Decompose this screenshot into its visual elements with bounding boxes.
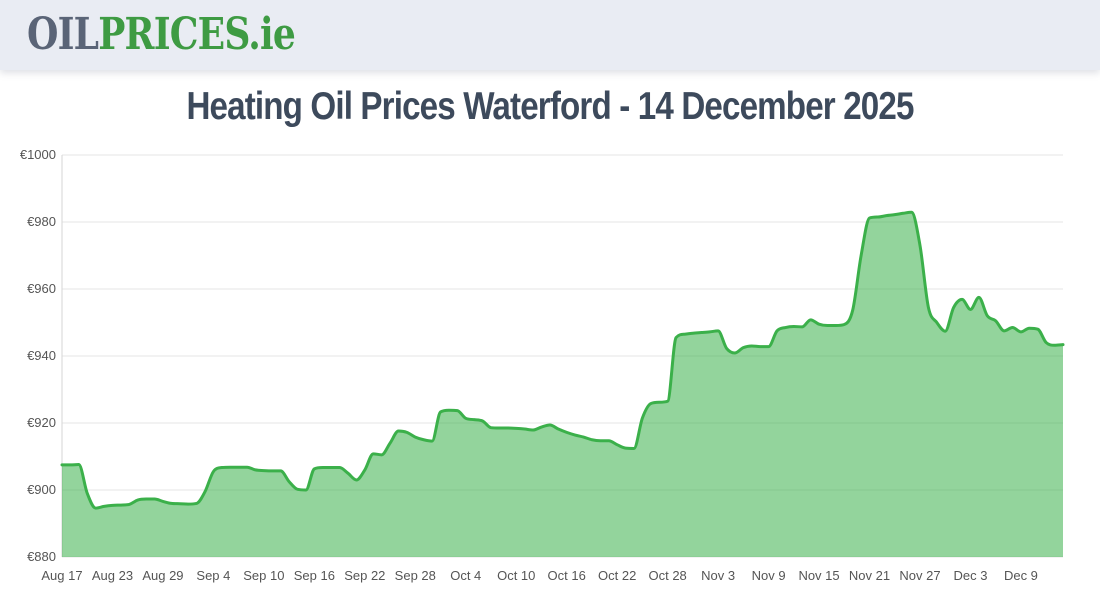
x-axis-label: Nov 3 bbox=[701, 568, 736, 583]
site-header: OILPRICES.ie bbox=[0, 0, 1100, 70]
x-axis-label: Aug 29 bbox=[142, 568, 184, 583]
x-axis-label: Aug 23 bbox=[91, 568, 134, 583]
x-axis-label: Oct 4 bbox=[450, 568, 482, 583]
y-axis-label: €880 bbox=[27, 549, 56, 564]
logo-prices: PRICES bbox=[98, 9, 249, 60]
x-axis-label: Nov 9 bbox=[751, 568, 786, 583]
y-axis-label: €920 bbox=[27, 415, 56, 430]
x-axis-label: Sep 4 bbox=[196, 568, 231, 583]
x-axis-label: Aug 17 bbox=[41, 568, 83, 583]
price-line bbox=[60, 210, 1065, 510]
x-axis-label: Oct 10 bbox=[497, 568, 536, 583]
y-axis-label: €940 bbox=[27, 348, 56, 363]
x-axis-label: Sep 16 bbox=[293, 568, 335, 583]
x-axis-label: Nov 15 bbox=[798, 568, 840, 583]
x-axis-label: Dec 3 bbox=[953, 568, 988, 583]
y-axis-label: €980 bbox=[27, 214, 56, 229]
logo-domain: .ie bbox=[248, 9, 296, 60]
x-axis-label: Sep 22 bbox=[344, 568, 386, 583]
y-axis-label: €960 bbox=[27, 281, 56, 296]
x-axis-label: Oct 28 bbox=[648, 568, 687, 583]
page-title: Heating Oil Prices Waterford - 14 Decemb… bbox=[186, 85, 914, 128]
chart-canvas bbox=[60, 154, 1065, 558]
logo-oil: OIL bbox=[27, 9, 99, 60]
area-fill bbox=[62, 212, 1063, 557]
x-axis-label: Nov 27 bbox=[899, 568, 941, 583]
x-axis-label: Oct 22 bbox=[598, 568, 637, 583]
x-axis-label: Dec 9 bbox=[1003, 568, 1038, 583]
site-logo[interactable]: OILPRICES.ie bbox=[27, 13, 296, 57]
y-axis-label: €1000 bbox=[19, 147, 56, 162]
x-axis-label: Nov 21 bbox=[848, 568, 891, 583]
x-axis-label: Oct 16 bbox=[547, 568, 586, 583]
x-axis-label: Sep 10 bbox=[243, 568, 285, 583]
price-chart[interactable]: €1000 €980 €960 €940 €920 €900 €880 Aug 17 Aug … bbox=[0, 140, 1100, 600]
x-axis-label: Sep 28 bbox=[394, 568, 436, 583]
y-axis-label: €900 bbox=[27, 482, 56, 497]
